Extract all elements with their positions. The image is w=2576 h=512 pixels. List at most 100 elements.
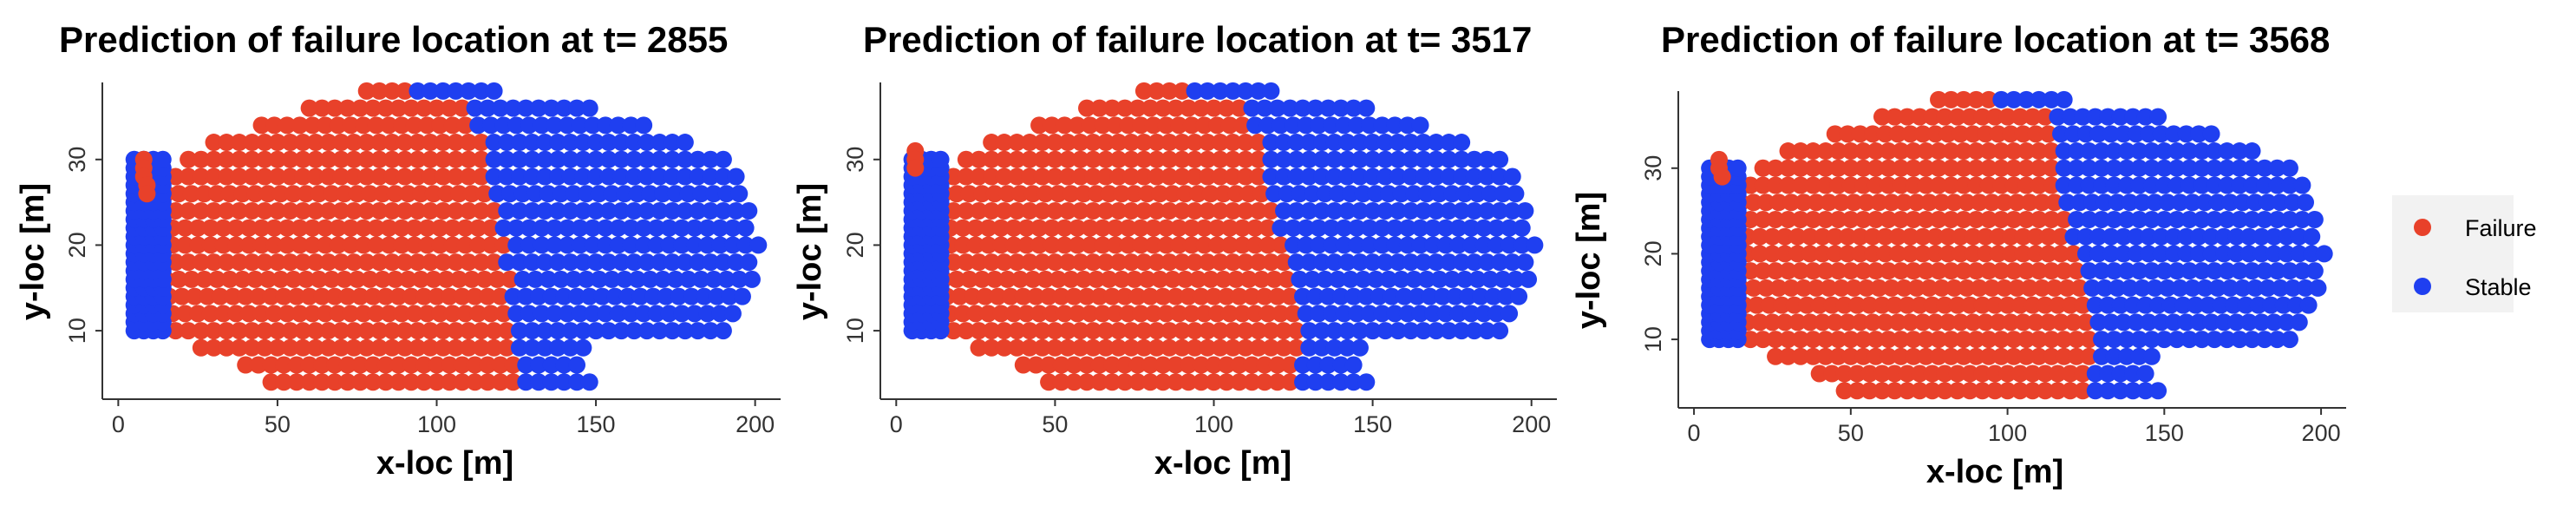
failure-point — [1841, 210, 1860, 228]
failure-point — [1147, 338, 1166, 357]
failure-point — [357, 322, 376, 340]
stable-point — [1392, 270, 1410, 288]
failure-point — [1905, 142, 1923, 161]
stable-point — [1338, 201, 1357, 220]
stable-point — [1357, 287, 1376, 305]
stable-point — [1491, 322, 1509, 340]
failure-point — [1237, 201, 1255, 220]
failure-point — [383, 167, 402, 186]
stable-point — [2155, 159, 2174, 177]
failure-point — [1880, 331, 1898, 349]
failure-point — [428, 99, 446, 117]
stable-point — [1481, 270, 1500, 288]
stable-point — [2180, 262, 2199, 280]
failure-point — [396, 134, 414, 152]
stable-point — [1294, 287, 1312, 305]
failure-point — [434, 150, 452, 168]
failure-point — [434, 338, 452, 357]
stable-point — [1376, 201, 1395, 220]
stable-point — [1294, 356, 1312, 374]
stable-point — [2193, 159, 2211, 177]
y-tick-label: 20 — [64, 232, 90, 258]
failure-point — [1905, 159, 1923, 177]
stable-point — [1344, 99, 1363, 117]
failure-point — [1744, 194, 1762, 212]
failure-point — [1767, 347, 1785, 365]
stable-point — [1443, 270, 1461, 288]
stable-point — [536, 150, 554, 168]
failure-point — [357, 167, 376, 186]
failure-point — [1154, 287, 1172, 305]
failure-point — [389, 373, 408, 391]
stable-point — [603, 185, 621, 203]
stable-point — [1424, 236, 1442, 254]
failure-point — [1889, 227, 1907, 246]
failure-point — [1923, 382, 1941, 400]
failure-point — [256, 134, 274, 152]
failure-point — [1056, 236, 1074, 254]
failure-point — [995, 253, 1013, 272]
failure-point — [262, 287, 280, 305]
stable-point — [702, 167, 720, 186]
failure-point — [1917, 176, 1935, 194]
stable-point — [1287, 134, 1305, 152]
failure-point — [218, 338, 236, 357]
failure-point — [995, 322, 1013, 340]
stable-point — [1478, 150, 1496, 168]
failure-point — [485, 322, 503, 340]
failure-point — [1239, 270, 1258, 288]
failure-point — [396, 322, 414, 340]
stable-point — [742, 270, 761, 288]
stable-point — [612, 150, 631, 168]
failure-point — [1161, 322, 1179, 340]
stable-point — [2070, 194, 2089, 212]
failure-point — [964, 287, 982, 305]
stable-point — [494, 116, 513, 135]
stable-point — [510, 253, 528, 272]
stable-point — [2152, 313, 2170, 331]
failure-point — [1059, 134, 1077, 152]
failure-point — [1021, 167, 1039, 186]
failure-point — [1995, 194, 2013, 212]
failure-point — [2045, 279, 2063, 297]
stable-point — [622, 116, 640, 135]
failure-point — [1040, 373, 1058, 391]
failure-point — [383, 150, 402, 168]
legend: Failure Stable — [2392, 195, 2537, 312]
stable-point — [2303, 245, 2321, 263]
failure-point — [1059, 253, 1077, 272]
stable-point — [2117, 331, 2135, 349]
x-tick-label: 100 — [417, 411, 456, 437]
failure-point — [1876, 313, 1894, 331]
failure-point — [1233, 219, 1252, 237]
stable-point — [587, 134, 605, 152]
failure-point — [1224, 253, 1242, 272]
failure-point — [1995, 279, 2013, 297]
failure-point — [1954, 210, 1972, 228]
failure-point — [1119, 236, 1137, 254]
stable-point — [561, 253, 579, 272]
y-tick-label: 10 — [64, 318, 90, 344]
failure-point — [2043, 142, 2061, 161]
failure-point — [1201, 185, 1219, 203]
stable-point — [597, 236, 615, 254]
stable-point — [409, 82, 427, 100]
failure-point — [291, 305, 309, 323]
failure-point — [1161, 201, 1179, 220]
stable-point — [1278, 185, 1296, 203]
failure-point — [1983, 194, 2001, 212]
failure-point — [1992, 142, 2010, 161]
stable-point — [1325, 150, 1344, 168]
stable-point — [2152, 227, 2170, 246]
failure-point — [306, 322, 324, 340]
failure-point — [1898, 296, 1916, 314]
failure-point — [268, 150, 286, 168]
failure-point — [1839, 125, 1857, 143]
failure-point — [1049, 185, 1068, 203]
stable-point — [1350, 134, 1369, 152]
failure-point — [268, 201, 286, 220]
stable-point — [1363, 167, 1382, 186]
failure-point — [456, 305, 474, 323]
failure-point — [383, 322, 402, 340]
failure-point — [336, 270, 354, 288]
